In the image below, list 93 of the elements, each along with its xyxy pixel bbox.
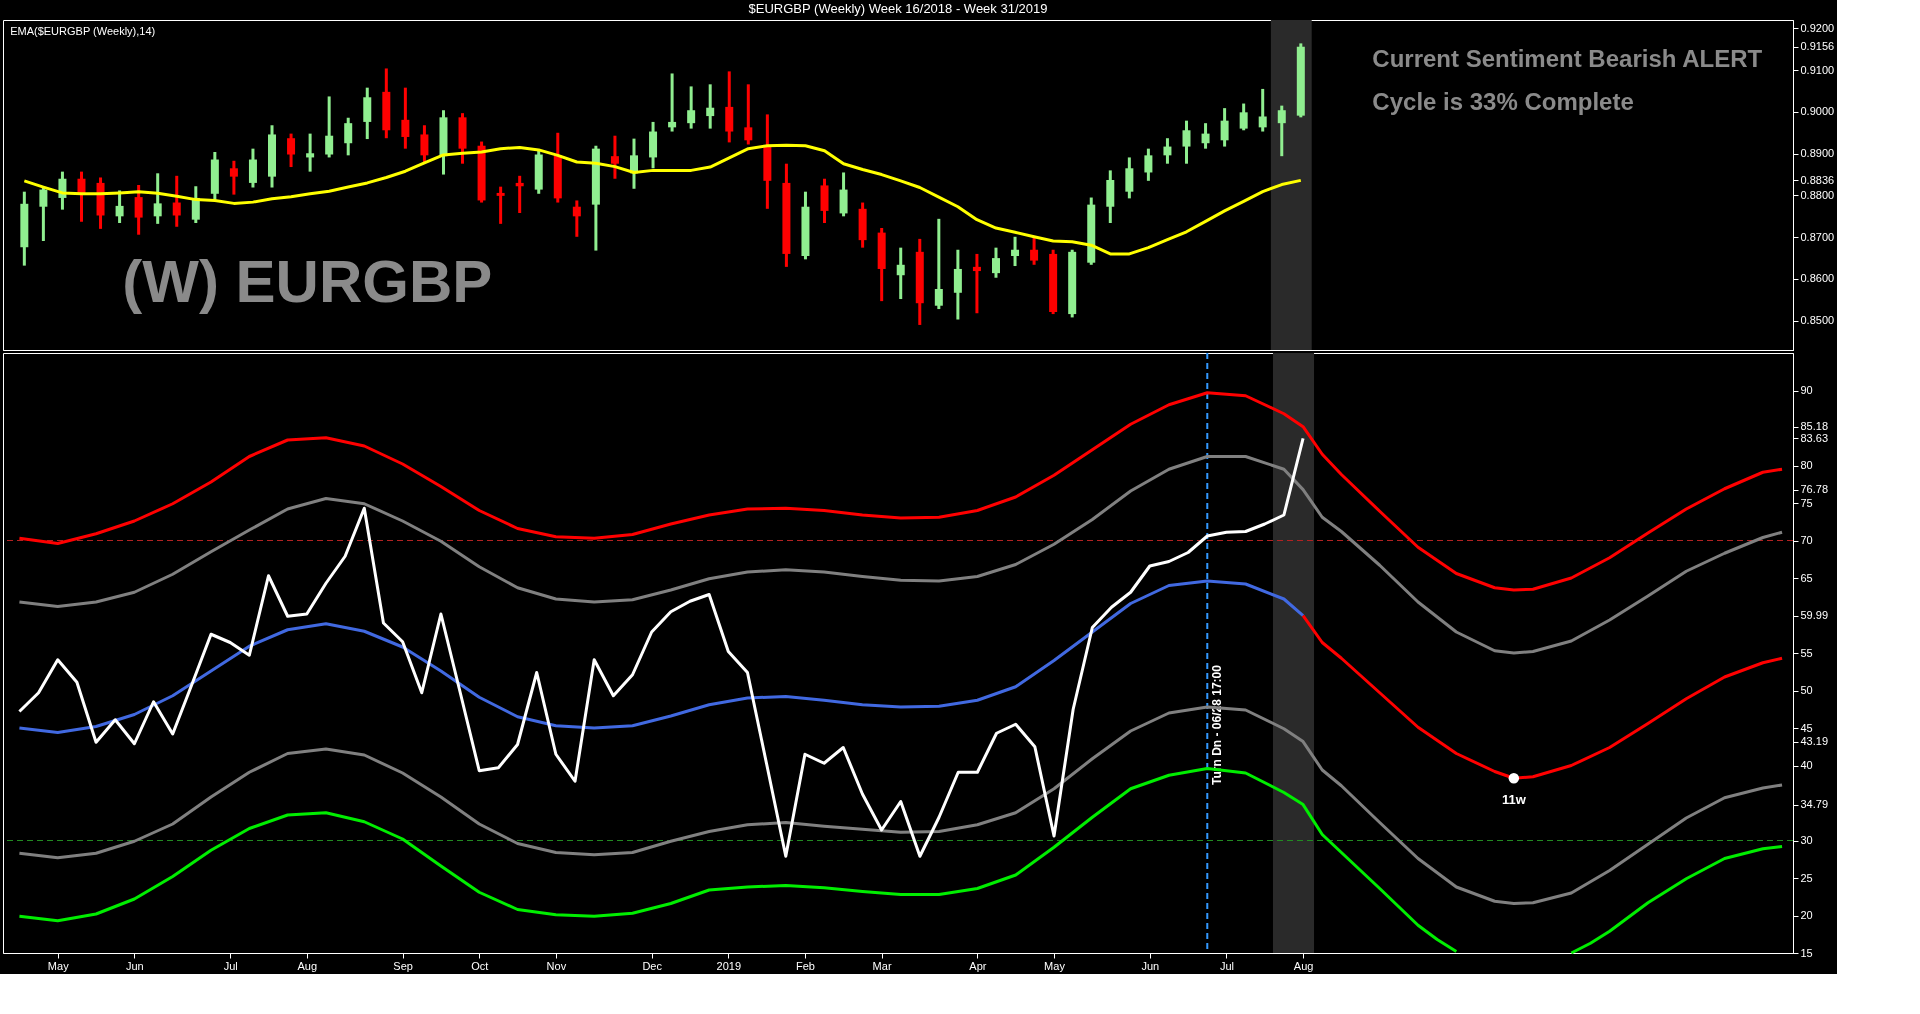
candlestick (420, 125, 429, 163)
y-tick-label: 15 (1800, 946, 1813, 959)
y-tick-label: 25 (1800, 871, 1813, 884)
y-tick-label: 0.8900 (1800, 147, 1835, 160)
candlestick (1144, 148, 1153, 181)
candlestick (744, 84, 753, 145)
y-tick-label: 0.8800 (1800, 188, 1835, 201)
candlestick (39, 187, 48, 241)
y-tick-label: 76.78 (1800, 483, 1829, 496)
candlestick (344, 117, 353, 156)
candlestick (248, 148, 257, 188)
x-tick-label: Mar (872, 959, 892, 972)
candlestick (172, 174, 181, 227)
candlestick (687, 86, 696, 129)
candlestick (934, 217, 943, 311)
line-series (22, 143, 1303, 256)
candlestick (1201, 123, 1210, 149)
y-tick-label: 55 (1800, 646, 1813, 659)
candlestick (706, 84, 715, 129)
y-tick-label: 0.9000 (1800, 105, 1835, 118)
y-tick-label: 59.99 (1800, 609, 1829, 622)
line-series (17, 579, 1305, 734)
x-tick-label: Jul (223, 959, 238, 972)
candlestick (153, 173, 162, 224)
y-tick-label: 70 (1800, 534, 1813, 546)
candlestick (115, 190, 124, 224)
candlestick (610, 135, 619, 179)
x-tick-label: Dec (642, 959, 663, 972)
x-tick-label: Jun (126, 959, 144, 972)
x-tick-label: Jul (1219, 959, 1234, 972)
candlestick (1277, 105, 1286, 158)
y-tick-label: 80 (1800, 459, 1813, 471)
candlestick (1030, 236, 1039, 265)
annotation: 11w (1501, 792, 1527, 808)
x-tick-label: May (47, 959, 70, 972)
chart-title: $EURGBP (Weekly) Week 16/2018 - Week 31/2019 (748, 1, 1048, 16)
line-series (17, 455, 1784, 655)
y-tick-label: 0.8700 (1800, 230, 1835, 243)
x-tick-label: Oct (471, 959, 489, 972)
candlestick (1182, 120, 1191, 164)
candlestick (1125, 157, 1134, 199)
y-tick-label: 0.8600 (1800, 272, 1835, 285)
y-tick-label: 0.8836 (1800, 173, 1835, 186)
candlestick (1220, 108, 1229, 147)
y-tick-label: 0.9100 (1800, 63, 1835, 76)
x-tick-label: Jun (1141, 959, 1160, 972)
y-tick-label: 65 (1800, 571, 1813, 584)
x-tick-label: Apr (969, 959, 987, 972)
x-tick-label: Aug (297, 959, 318, 972)
x-tick-label: Aug (1293, 959, 1314, 972)
y-tick-label: 0.9200 (1800, 21, 1835, 34)
y-tick-label: 43.19 (1800, 735, 1829, 748)
x-tick-label: Nov (546, 959, 567, 972)
candlestick (229, 159, 238, 195)
candlestick (496, 186, 505, 224)
candlestick (991, 247, 1000, 278)
candlestick (1239, 103, 1248, 131)
y-tick-label: 45 (1800, 721, 1813, 734)
candlestick (287, 133, 296, 169)
candlestick (134, 185, 143, 235)
y-tick-label: 50 (1800, 684, 1813, 696)
y-tick-label: 20 (1800, 909, 1813, 921)
x-tick-label: May (1044, 959, 1066, 972)
candlestick (1163, 138, 1172, 164)
y-tick-label: 30 (1800, 834, 1813, 846)
candlestick (325, 96, 334, 158)
annotation: Cycle is 33% Complete (1372, 87, 1634, 115)
x-tick-label: 2019 (716, 959, 742, 972)
line-series (17, 391, 1784, 592)
candlestick (401, 87, 410, 149)
y-tick-label: 40 (1800, 759, 1813, 771)
candlestick (953, 249, 962, 320)
y-tick-label: 90 (1800, 384, 1813, 396)
candlestick (839, 172, 848, 217)
y-tick-label: 85.18 (1800, 420, 1829, 433)
candlestick (896, 247, 905, 301)
x-tick-label: Sep (393, 959, 413, 972)
line-series (17, 436, 1305, 858)
annotation: Current Sentiment Bearish ALERT (1372, 44, 1763, 72)
candlestick (306, 133, 315, 172)
y-tick-label: 83.63 (1800, 431, 1829, 444)
candlestick (1011, 235, 1020, 268)
x-tick-label: Feb (795, 959, 815, 972)
y-tick-label: 75 (1800, 496, 1813, 509)
annotation: EMA($EURGBP (Weekly),14) (10, 24, 156, 37)
annotation: (W) EURGBP (122, 248, 493, 315)
candlestick (972, 252, 981, 315)
candlestick (1258, 87, 1267, 132)
candlestick (572, 200, 581, 237)
y-tick-label: 0.8500 (1800, 314, 1835, 327)
candlestick (668, 73, 677, 132)
y-tick-label: 34.79 (1800, 798, 1829, 811)
y-tick-label: 0.9156 (1800, 40, 1835, 53)
